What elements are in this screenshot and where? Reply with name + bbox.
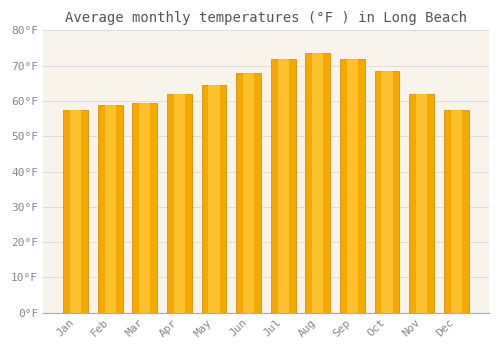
Bar — [236, 73, 261, 313]
Bar — [347, 59, 358, 313]
Bar — [409, 94, 434, 313]
Bar — [104, 105, 116, 313]
Bar — [174, 94, 185, 313]
Bar — [382, 71, 392, 313]
Bar — [450, 110, 462, 313]
Bar — [70, 110, 82, 313]
Bar — [416, 94, 427, 313]
Bar — [444, 110, 468, 313]
Bar — [278, 59, 289, 313]
Bar — [374, 71, 400, 313]
Bar — [167, 94, 192, 313]
Bar — [63, 110, 88, 313]
Title: Average monthly temperatures (°F ) in Long Beach: Average monthly temperatures (°F ) in Lo… — [65, 11, 467, 25]
Bar — [202, 85, 226, 313]
Bar — [306, 53, 330, 313]
Bar — [271, 59, 295, 313]
Bar — [98, 105, 122, 313]
Bar — [140, 103, 150, 313]
Bar — [132, 103, 158, 313]
Bar — [340, 59, 365, 313]
Bar — [243, 73, 254, 313]
Bar — [208, 85, 220, 313]
Bar — [312, 53, 324, 313]
